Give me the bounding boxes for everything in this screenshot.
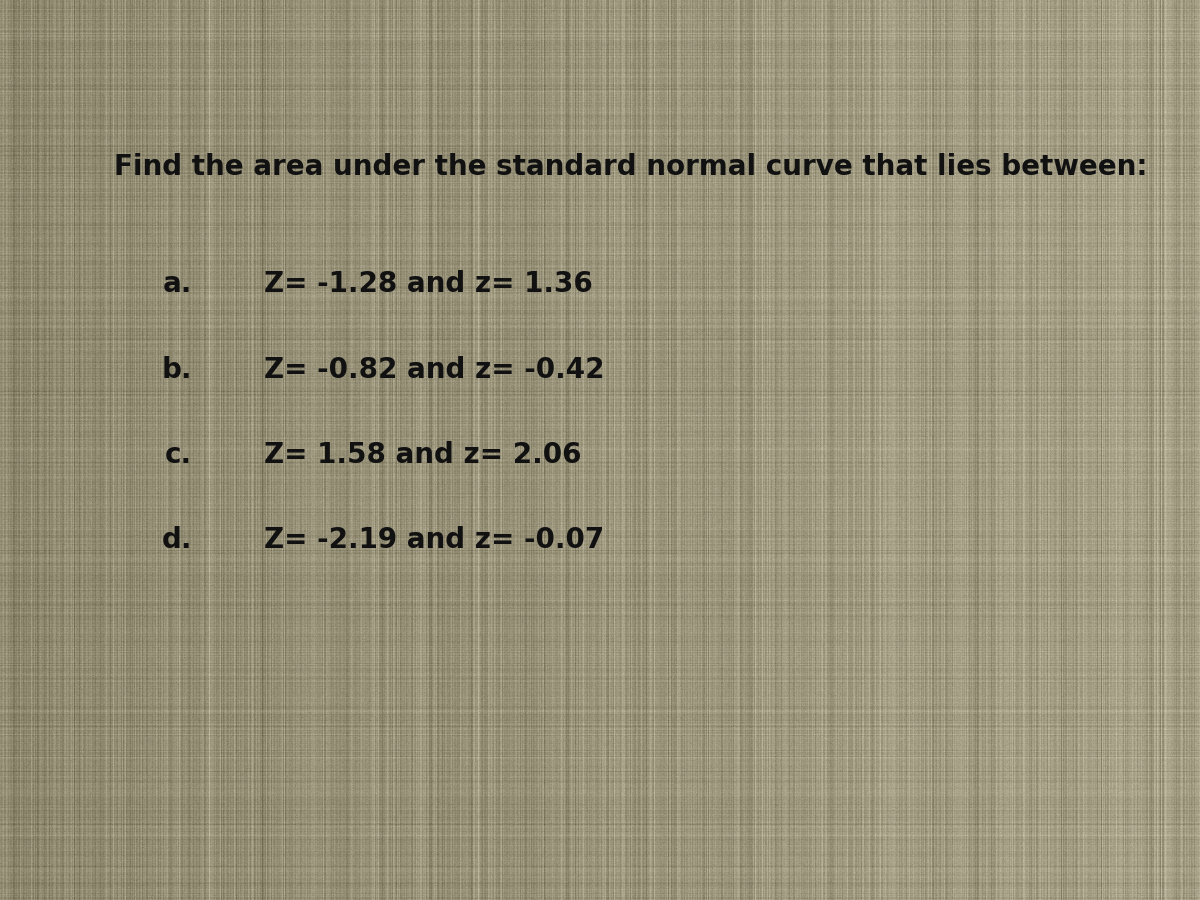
- Text: c.: c.: [164, 441, 192, 469]
- Text: Z= -1.28 and z= 1.36: Z= -1.28 and z= 1.36: [264, 270, 593, 298]
- Text: Find the area under the standard normal curve that lies between:: Find the area under the standard normal …: [114, 153, 1147, 181]
- Text: Z= -0.82 and z= -0.42: Z= -0.82 and z= -0.42: [264, 356, 605, 383]
- Text: d.: d.: [162, 526, 192, 554]
- Text: a.: a.: [163, 270, 192, 298]
- Text: b.: b.: [162, 356, 192, 383]
- Text: Z= -2.19 and z= -0.07: Z= -2.19 and z= -0.07: [264, 526, 605, 554]
- Text: Z= 1.58 and z= 2.06: Z= 1.58 and z= 2.06: [264, 441, 582, 469]
